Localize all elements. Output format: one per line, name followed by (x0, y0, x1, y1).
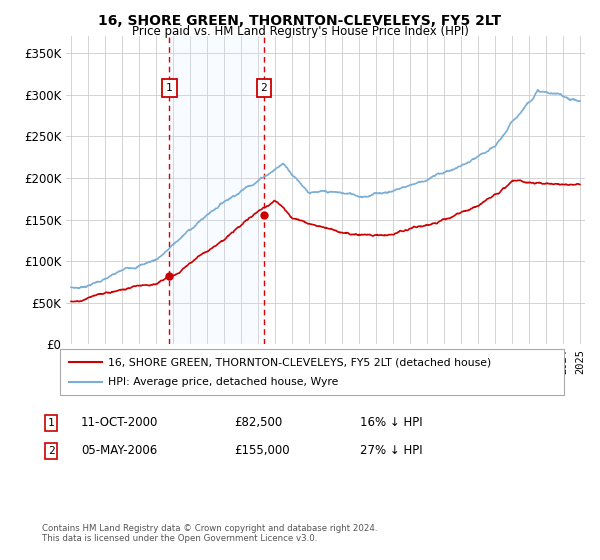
Text: £155,000: £155,000 (234, 444, 290, 458)
Text: 1: 1 (166, 83, 173, 93)
Text: 16, SHORE GREEN, THORNTON-CLEVELEYS, FY5 2LT (detached house): 16, SHORE GREEN, THORNTON-CLEVELEYS, FY5… (108, 357, 491, 367)
Text: £82,500: £82,500 (234, 416, 282, 430)
Text: 05-MAY-2006: 05-MAY-2006 (81, 444, 157, 458)
Text: 2: 2 (260, 83, 268, 93)
Text: 27% ↓ HPI: 27% ↓ HPI (360, 444, 422, 458)
Text: 2: 2 (47, 446, 55, 456)
Text: 16, SHORE GREEN, THORNTON-CLEVELEYS, FY5 2LT: 16, SHORE GREEN, THORNTON-CLEVELEYS, FY5… (98, 14, 502, 28)
Text: Contains HM Land Registry data © Crown copyright and database right 2024.
This d: Contains HM Land Registry data © Crown c… (42, 524, 377, 543)
Bar (169, 36, 264, 344)
Text: 1: 1 (47, 418, 55, 428)
Text: 16% ↓ HPI: 16% ↓ HPI (360, 416, 422, 430)
Text: Price paid vs. HM Land Registry's House Price Index (HPI): Price paid vs. HM Land Registry's House … (131, 25, 469, 38)
Text: 11-OCT-2000: 11-OCT-2000 (81, 416, 158, 430)
Text: HPI: Average price, detached house, Wyre: HPI: Average price, detached house, Wyre (108, 377, 338, 388)
